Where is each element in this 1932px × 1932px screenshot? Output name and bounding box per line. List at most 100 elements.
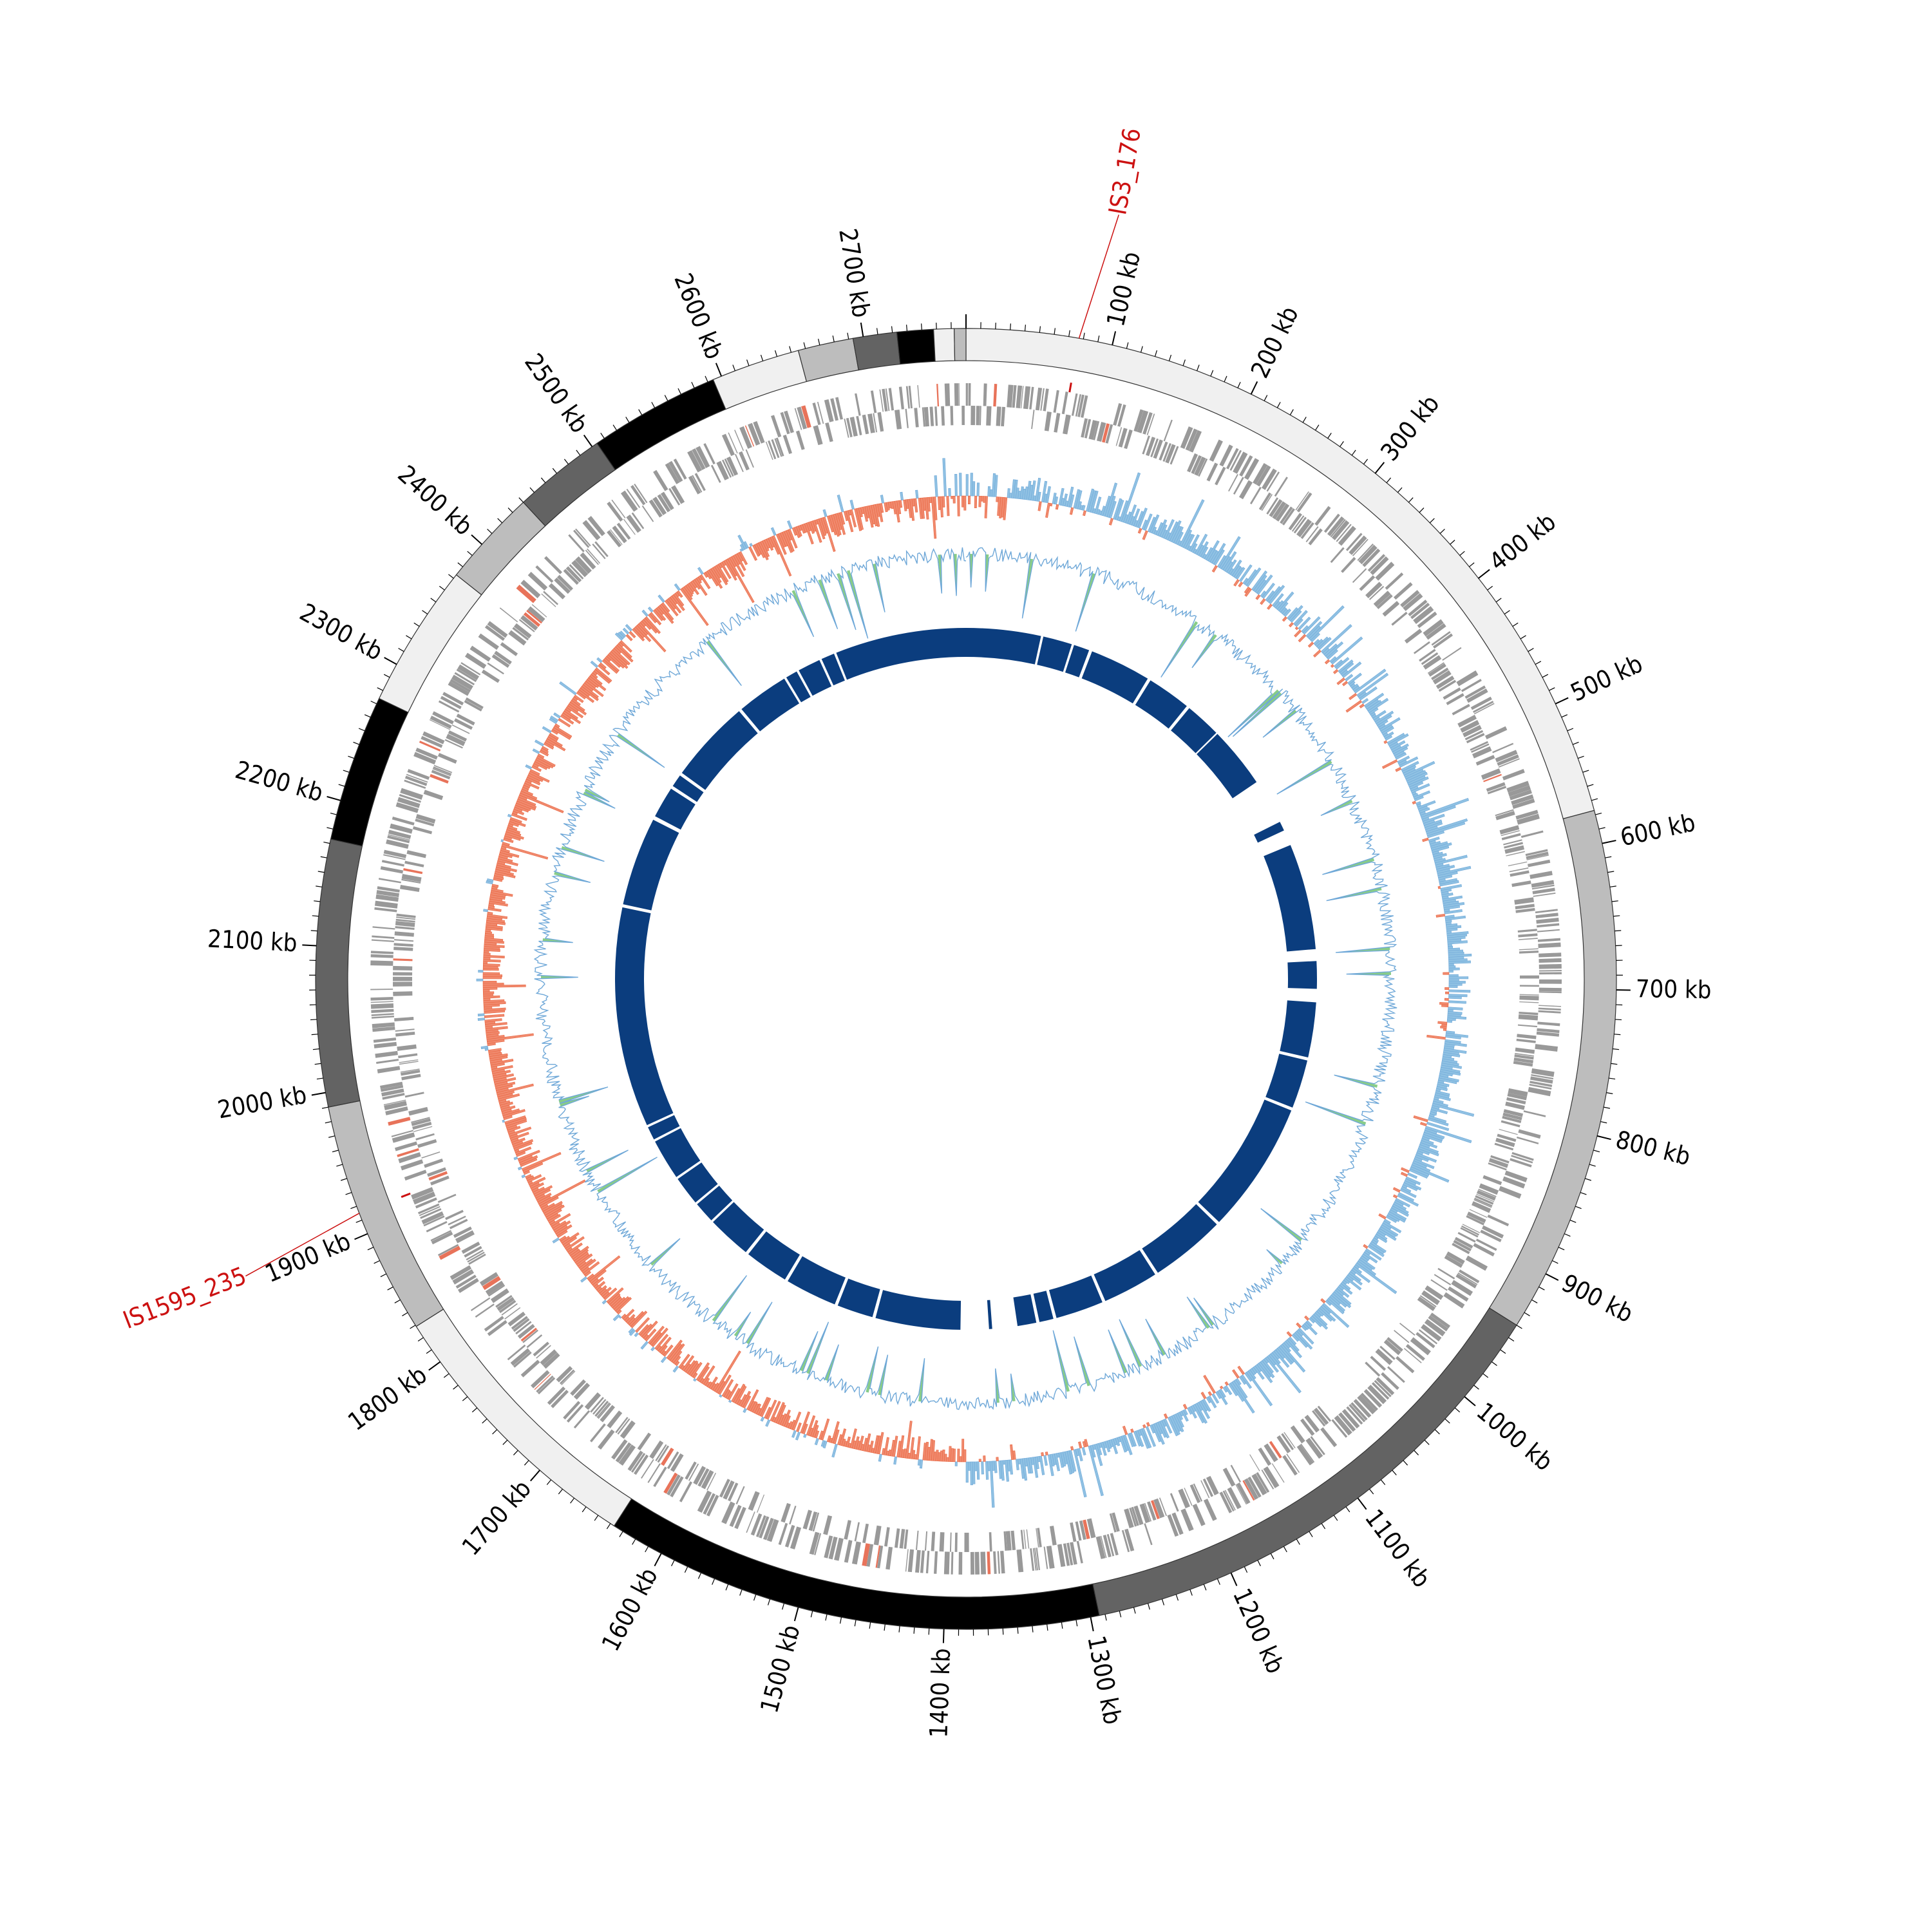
gene-feature bbox=[1444, 1255, 1463, 1268]
gene-feature bbox=[590, 1423, 606, 1443]
minor-tick bbox=[1403, 1460, 1408, 1466]
gene-feature bbox=[372, 1022, 395, 1028]
minor-tick bbox=[1434, 1429, 1440, 1435]
minor-tick bbox=[739, 1589, 743, 1596]
gene-feature bbox=[457, 1278, 479, 1293]
gene-feature bbox=[1451, 1280, 1473, 1296]
gene-feature bbox=[412, 826, 433, 835]
gene-feature bbox=[448, 1215, 466, 1226]
minor-tick bbox=[684, 1566, 688, 1573]
minor-tick bbox=[1296, 1539, 1300, 1545]
tick-label: 1700 kb bbox=[457, 1475, 537, 1561]
gene-feature bbox=[1537, 1028, 1560, 1034]
gene-feature bbox=[908, 386, 913, 409]
minor-tick bbox=[1126, 342, 1129, 349]
gene-feature bbox=[784, 1524, 795, 1548]
tick-label: 2400 kb bbox=[392, 460, 478, 541]
minor-tick bbox=[789, 346, 792, 353]
synteny-block bbox=[1142, 1204, 1217, 1273]
minor-tick bbox=[839, 1617, 842, 1624]
contig-block-12 bbox=[596, 379, 726, 471]
gene-feature bbox=[478, 633, 499, 650]
gene-feature bbox=[1005, 1531, 1012, 1551]
gene-feature bbox=[420, 1208, 442, 1219]
gene-feature bbox=[670, 1453, 684, 1472]
gene-feature bbox=[1403, 1348, 1422, 1363]
gene-feature bbox=[487, 621, 508, 638]
gene-feature bbox=[1224, 1490, 1236, 1511]
gene-feature bbox=[411, 1187, 434, 1200]
gene-feature bbox=[671, 485, 685, 504]
gene-feature bbox=[1526, 851, 1549, 860]
minor-tick bbox=[1302, 417, 1307, 423]
gene-feature bbox=[1147, 1501, 1157, 1521]
gene-feature bbox=[1133, 409, 1144, 432]
gene-feature bbox=[533, 1341, 549, 1357]
gene-feature bbox=[692, 475, 703, 493]
gene-feature bbox=[1472, 746, 1492, 759]
gene-feature bbox=[1191, 455, 1202, 475]
gene-feature bbox=[571, 560, 589, 578]
gene-feature bbox=[693, 1466, 706, 1485]
gene-feature bbox=[971, 406, 976, 426]
minor-tick bbox=[320, 856, 327, 858]
gene-feature bbox=[770, 415, 782, 438]
gene-feature bbox=[394, 1141, 418, 1151]
gene-feature bbox=[1394, 1330, 1410, 1343]
gene-feature bbox=[630, 485, 646, 506]
gene-feature bbox=[453, 1226, 472, 1238]
minor-tick bbox=[1615, 945, 1622, 947]
gene-feature bbox=[484, 625, 506, 641]
minor-tick bbox=[1595, 812, 1602, 815]
tick-label: 1600 kb bbox=[596, 1563, 663, 1656]
minor-tick bbox=[1424, 1439, 1430, 1445]
gene-feature bbox=[1435, 676, 1455, 690]
gene-feature bbox=[1142, 435, 1150, 455]
gene-feature bbox=[611, 1439, 628, 1460]
major-tick bbox=[1357, 1497, 1367, 1510]
gene-feature bbox=[510, 1348, 531, 1366]
minor-tick bbox=[310, 1019, 317, 1021]
synteny-block bbox=[837, 1278, 880, 1318]
major-tick bbox=[942, 1629, 945, 1643]
gene-feature bbox=[1499, 1186, 1522, 1199]
minor-tick bbox=[810, 1611, 813, 1618]
gene-feature bbox=[914, 408, 919, 428]
gene-feature bbox=[1418, 1329, 1438, 1345]
minor-tick bbox=[1175, 1594, 1179, 1601]
gene-feature bbox=[1358, 544, 1378, 565]
gene-feature bbox=[888, 388, 895, 411]
gene-feature bbox=[1376, 594, 1393, 609]
gene-feature bbox=[541, 593, 556, 607]
gene-feature bbox=[381, 860, 404, 867]
gene-feature bbox=[372, 926, 395, 930]
gene-feature bbox=[1352, 568, 1367, 583]
minor-tick bbox=[1473, 1385, 1479, 1390]
minor-tick bbox=[497, 518, 503, 524]
gene-feature bbox=[380, 1084, 404, 1092]
gene-feature bbox=[1032, 1548, 1037, 1571]
gene-feature bbox=[1487, 786, 1507, 795]
gene-feature bbox=[1403, 593, 1423, 611]
minor-tick bbox=[725, 1584, 729, 1591]
gene-feature bbox=[1510, 870, 1530, 877]
gene-feature bbox=[1483, 773, 1502, 782]
gene-feature bbox=[1520, 830, 1544, 838]
minor-tick bbox=[1237, 382, 1241, 388]
gene-feature bbox=[735, 453, 744, 473]
synteny-block bbox=[836, 628, 966, 680]
minor-tick bbox=[348, 755, 355, 759]
synteny-block bbox=[741, 678, 800, 732]
minor-tick bbox=[1061, 1622, 1063, 1629]
gene-feature bbox=[685, 1461, 697, 1480]
gene-feature bbox=[1508, 1088, 1528, 1097]
tick-label: 2300 kb bbox=[295, 598, 387, 666]
gene-feature bbox=[1370, 556, 1389, 576]
minor-tick bbox=[1516, 1325, 1522, 1329]
gene-feature bbox=[703, 443, 715, 465]
minor-tick bbox=[1611, 1063, 1618, 1065]
gene-feature bbox=[997, 1551, 1000, 1574]
gene-feature bbox=[1443, 1292, 1465, 1309]
major-tick bbox=[1555, 697, 1569, 705]
minor-tick bbox=[406, 635, 412, 639]
